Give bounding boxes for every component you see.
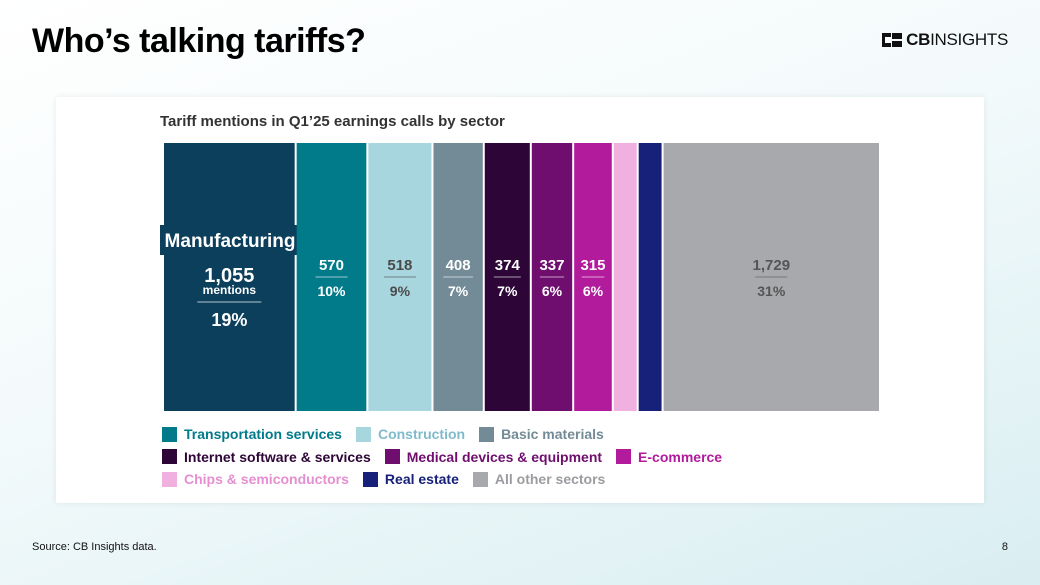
chart-card: Tariff mentions in Q1’25 earnings calls … bbox=[56, 97, 984, 503]
callout-box bbox=[160, 225, 301, 255]
percent-label-manufacturing: 19% bbox=[211, 310, 247, 330]
legend-swatch bbox=[479, 426, 495, 442]
page-number: 8 bbox=[1001, 541, 1008, 553]
legend-item-all-other-sectors: All other sectors bbox=[472, 471, 606, 488]
legend-swatch bbox=[162, 471, 177, 487]
legend-item-basic-materials: Basic materials bbox=[479, 426, 604, 442]
value-label-medical-devices-equipment: 337 bbox=[539, 257, 564, 274]
percent-label-basic-materials: 7% bbox=[448, 283, 469, 299]
legend-row: Chips & semiconductors Real estate All oth… bbox=[162, 468, 962, 491]
value-label-construction: 518 bbox=[387, 257, 412, 274]
value-label-manufacturing: 1,055 bbox=[204, 265, 254, 287]
legend-item-medical-devices-equipment: Medical devices & equipment bbox=[384, 448, 603, 465]
source-note: Source: CB Insights data. bbox=[32, 541, 157, 553]
legend-item-e-commerce: E-commerce bbox=[616, 449, 722, 465]
chart-title: Tariff mentions in Q1’25 earnings calls … bbox=[160, 113, 505, 130]
percent-label-transportation-services: 10% bbox=[317, 283, 346, 299]
legend-label: All other sectors bbox=[494, 471, 606, 488]
legend-swatch bbox=[384, 449, 400, 465]
legend-swatch bbox=[362, 471, 378, 487]
value-label-basic-materials: 408 bbox=[446, 257, 471, 274]
legend-swatch bbox=[472, 471, 488, 487]
legend-label: E-commerce bbox=[638, 448, 723, 465]
legend-swatch bbox=[162, 426, 177, 442]
logo-text: CBINSIGHTS bbox=[906, 30, 1008, 49]
chart-legend: Transportation services Construction Basic… bbox=[162, 423, 962, 491]
legend-label: Basic materials bbox=[501, 426, 604, 443]
legend-label: Internet software & services bbox=[184, 448, 371, 465]
percent-label-medical-devices-equipment: 6% bbox=[542, 283, 563, 299]
legend-item-construction: Construction bbox=[355, 426, 466, 443]
cb-insights-logo-icon bbox=[882, 33, 903, 47]
legend-label: Medical devices & equipment bbox=[406, 448, 603, 465]
value-label-internet-software-services: 374 bbox=[495, 257, 521, 274]
value-label-transportation-services: 570 bbox=[319, 257, 344, 274]
legend-item-transportation-services: Transportation services bbox=[162, 426, 342, 442]
unit-label: mentions bbox=[203, 283, 257, 297]
legend-item-chips-semiconductors: Chips & semiconductors bbox=[162, 471, 349, 487]
value-label-e-commerce: 315 bbox=[580, 257, 605, 274]
bar-chips-semiconductors bbox=[613, 143, 637, 411]
legend-label: Real estate bbox=[384, 471, 459, 488]
percent-label-all-other-sectors: 31% bbox=[757, 283, 786, 299]
percent-label-construction: 9% bbox=[390, 283, 411, 299]
legend-swatch bbox=[616, 449, 632, 465]
legend-item-real-estate: Real estate bbox=[362, 471, 459, 488]
cb-insights-logo: CBINSIGHTS bbox=[882, 30, 1008, 50]
bar-manufacturing bbox=[164, 143, 295, 411]
page-title: Who’s talking tariffs? bbox=[32, 22, 366, 60]
bar-real-estate bbox=[638, 143, 662, 411]
legend-label: Chips & semiconductors bbox=[184, 471, 349, 488]
legend-row: Transportation services Construction Basic… bbox=[162, 423, 962, 446]
legend-swatch bbox=[355, 426, 371, 442]
legend-row: Internet software & services Medical devi… bbox=[162, 446, 962, 469]
legend-label: Construction bbox=[377, 426, 466, 443]
percent-label-internet-software-services: 7% bbox=[497, 283, 518, 299]
value-label-all-other-sectors: 1,729 bbox=[753, 257, 791, 274]
callout-label: Manufacturing bbox=[165, 231, 296, 252]
legend-swatch bbox=[162, 449, 177, 465]
legend-item-internet-software-services: Internet software & services bbox=[162, 449, 371, 465]
percent-label-e-commerce: 6% bbox=[583, 283, 604, 299]
legend-label: Transportation services bbox=[184, 426, 342, 443]
